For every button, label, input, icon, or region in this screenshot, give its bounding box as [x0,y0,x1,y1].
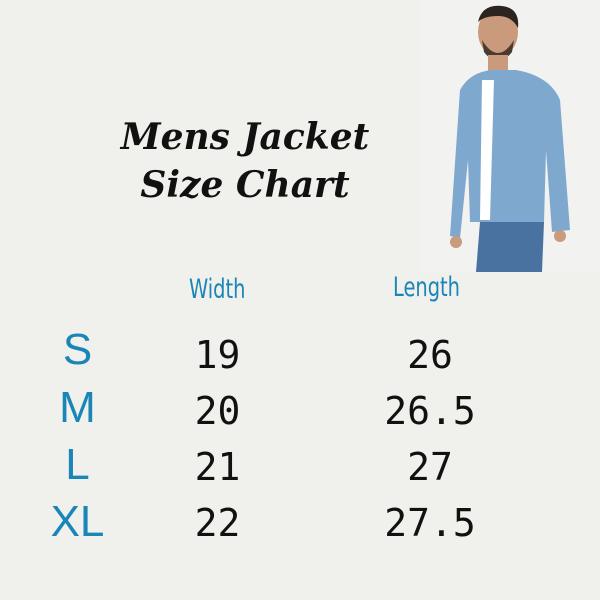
title-line-2: Size Chart [140,164,350,206]
width-value: 20 [194,389,241,433]
length-value: 27 [407,445,453,489]
width-header: Width [189,274,246,305]
width-value: 19 [194,333,241,377]
length-value: 26 [407,333,453,377]
size-label: L [65,440,90,489]
size-label: M [59,383,96,432]
width-value: 21 [194,445,241,489]
length-value: 26.5 [384,389,476,433]
size-label: S [62,325,93,374]
length-header: Length [393,272,460,303]
title-line-1: Mens Jacket [120,116,370,158]
size-label: XL [50,497,105,546]
width-value: 22 [194,501,241,545]
model-photo [420,0,600,272]
length-value: 27.5 [384,501,476,545]
